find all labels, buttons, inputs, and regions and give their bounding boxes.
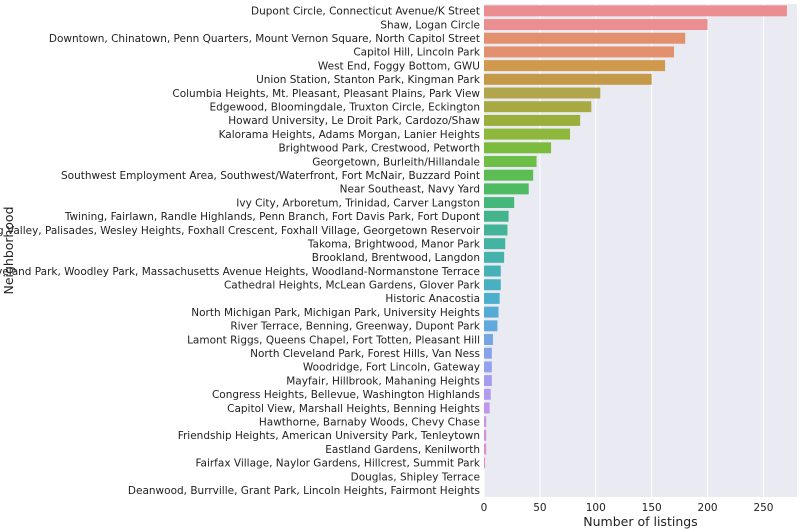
bar <box>484 251 505 263</box>
bar <box>484 210 509 222</box>
category-label: Lamont Riggs, Queens Chapel, Fort Totten… <box>187 334 480 346</box>
x-tick-labels: 0 50 100 150 200 250 <box>481 502 774 514</box>
bar <box>484 375 492 387</box>
x-axis-title: Number of listings <box>583 514 697 529</box>
category-label: Friendship Heights, American University … <box>178 430 480 442</box>
bar <box>484 32 686 44</box>
category-label: Historic Anacostia <box>385 293 480 305</box>
category-label: Kalorama Heights, Adams Morgan, Lanier H… <box>219 129 480 141</box>
category-label: Downtown, Chinatown, Penn Quarters, Moun… <box>49 33 480 45</box>
category-label: Spring Valley, Palisades, Wesley Heights… <box>0 225 481 237</box>
category-label: Woodridge, Fort Lincoln, Gateway <box>303 362 480 374</box>
bar <box>484 361 492 373</box>
bar <box>484 114 581 126</box>
x-tick-label: 100 <box>586 502 606 514</box>
category-label: Mayfair, Hillbrook, Mahaning Heights <box>286 375 480 387</box>
bar <box>484 416 487 428</box>
x-tick-label: 50 <box>533 502 546 514</box>
category-label: Southwest Employment Area, Southwest/Wat… <box>61 170 480 182</box>
x-tick-label: 0 <box>481 502 488 514</box>
category-label: North Michigan Park, Michigan Park, Univ… <box>191 307 480 319</box>
y-axis-title: Neighborhood <box>1 206 16 294</box>
bar <box>484 73 652 85</box>
bar <box>484 457 486 469</box>
category-label: Union Station, Stanton Park, Kingman Par… <box>256 74 481 86</box>
bar <box>484 5 787 17</box>
category-label: Edgewood, Bloomingdale, Truxton Circle, … <box>210 102 480 114</box>
category-label: Dupont Circle, Connecticut Avenue/K Stre… <box>251 6 480 18</box>
category-label: Near Southeast, Navy Yard <box>340 184 480 196</box>
bar <box>484 347 492 359</box>
category-label: Georgetown, Burleith/Hillandale <box>312 156 480 168</box>
bar <box>484 156 537 167</box>
category-label: Capitol Hill, Lincoln Park <box>353 47 481 59</box>
bar <box>484 429 487 441</box>
category-label: Cathedral Heights, McLean Gardens, Glove… <box>224 280 481 292</box>
bar <box>484 128 571 140</box>
bar <box>484 265 501 277</box>
category-label: Twining, Fairlawn, Randle Highlands, Pen… <box>64 211 480 223</box>
bar <box>484 87 601 99</box>
x-tick-label: 200 <box>698 502 718 514</box>
bar <box>484 169 534 181</box>
category-label: Brookland, Brentwood, Langdon <box>312 252 480 264</box>
bar <box>484 19 708 31</box>
bar <box>484 292 500 304</box>
bar <box>484 46 675 58</box>
bar <box>484 60 666 72</box>
bar <box>484 443 487 455</box>
category-label: Congress Heights, Bellevue, Washington H… <box>212 389 480 401</box>
category-label: Cleveland Park, Woodley Park, Massachuse… <box>0 266 480 278</box>
category-label: West End, Foggy Bottom, GWU <box>318 60 480 72</box>
category-label: Takoma, Brightwood, Manor Park <box>307 238 481 250</box>
bar <box>484 183 529 195</box>
bar <box>484 238 506 250</box>
category-label: Douglas, Shipley Terrace <box>351 471 480 483</box>
bar <box>484 306 499 318</box>
bar <box>484 279 501 291</box>
bar <box>484 388 491 400</box>
category-label: Hawthorne, Barnaby Woods, Chevy Chase <box>259 416 480 428</box>
category-label: Brightwood Park, Crestwood, Petworth <box>278 143 480 155</box>
category-label: North Cleveland Park, Forest Hills, Van … <box>250 348 480 360</box>
bar <box>484 402 490 414</box>
category-label: River Terrace, Benning, Greenway, Dupont… <box>230 321 481 333</box>
bars <box>484 5 787 469</box>
bar <box>484 142 552 154</box>
category-label: Eastland Gardens, Kenilworth <box>325 444 480 456</box>
x-tick-label: 250 <box>753 502 773 514</box>
bar <box>484 334 493 345</box>
category-label: Capitol View, Marshall Heights, Benning … <box>227 403 480 415</box>
category-labels: Dupont Circle, Connecticut Avenue/K Stre… <box>0 6 481 497</box>
gridlines <box>483 4 764 497</box>
category-label: Deanwood, Burrville, Grant Park, Lincoln… <box>128 485 480 497</box>
category-label: Fairfax Village, Naylor Gardens, Hillcre… <box>195 458 480 470</box>
category-label: Ivy City, Arboretum, Trinidad, Carver La… <box>236 197 480 209</box>
bar <box>484 224 508 236</box>
category-label: Columbia Heights, Mt. Pleasant, Pleasant… <box>172 88 480 100</box>
category-label: Howard University, Le Droit Park, Cardoz… <box>228 115 480 127</box>
plot-area <box>484 4 797 497</box>
bar <box>484 197 515 209</box>
bar <box>484 101 592 113</box>
x-tick-label: 150 <box>642 502 662 514</box>
category-label: Shaw, Logan Circle <box>380 19 480 31</box>
bar <box>484 320 498 332</box>
